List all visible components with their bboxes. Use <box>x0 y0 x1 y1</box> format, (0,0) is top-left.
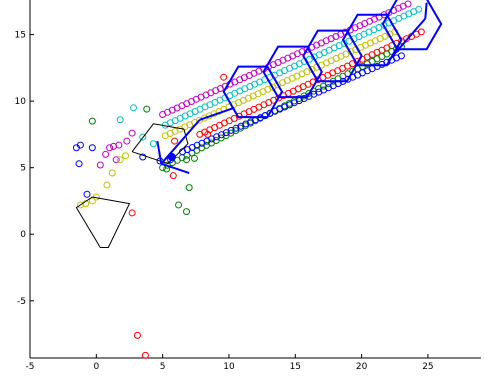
blue-segment <box>199 106 235 121</box>
tick-labels: -5 0 5 10 15 20 25 -5 0 5 10 15 <box>15 31 434 372</box>
x-tick-label: 15 <box>290 362 301 372</box>
scatter-point-blue <box>139 153 147 161</box>
hexagon-outline <box>262 45 323 99</box>
blue-segment <box>161 162 190 174</box>
scatter-point-yellow <box>116 156 124 164</box>
x-tick-label: -5 <box>26 362 35 372</box>
y-tick-label: 15 <box>15 31 26 41</box>
black-polygon <box>75 196 131 248</box>
scatter-point-green <box>183 156 191 164</box>
y-tick-label: -5 <box>17 297 26 307</box>
blue-segment <box>387 17 427 62</box>
scatter-point-yellow <box>108 169 116 177</box>
plot-area <box>30 0 481 358</box>
scatter-point-red <box>133 331 141 339</box>
scatter-point-green <box>185 184 193 192</box>
hexagon-outline <box>302 29 363 83</box>
scatter-point-red <box>128 209 136 217</box>
band-point-magenta <box>404 0 412 8</box>
scatter-point-green <box>190 154 198 162</box>
scatter-point-green <box>88 117 96 125</box>
band-point-red <box>417 28 425 36</box>
scatter-point-red <box>220 73 228 81</box>
scatter-point-magenta <box>96 161 104 169</box>
scatter-point-magenta <box>128 129 136 137</box>
scatter-point-cyan <box>129 104 137 112</box>
x-tick-label: 10 <box>223 362 235 372</box>
x-tick-label: 0 <box>93 362 99 372</box>
scatter-point-blue <box>83 190 91 198</box>
scatter-point-magenta <box>106 144 114 152</box>
scatter-point-red <box>204 130 212 138</box>
scatter-point-magenta <box>115 141 123 149</box>
hexagon-outline <box>341 13 403 67</box>
scatter-point-cyan <box>116 116 124 124</box>
blue-segment <box>424 2 428 19</box>
scatter-point-green <box>143 105 151 113</box>
blue-segment <box>160 119 201 165</box>
blue-marker <box>167 153 176 162</box>
band-point-cyan <box>415 5 423 13</box>
scatter-point-red <box>141 351 149 359</box>
y-tick-label: 5 <box>20 164 26 174</box>
data-marks <box>72 0 443 359</box>
scatter-point-green <box>175 201 183 209</box>
x-tick-label: 20 <box>356 362 368 372</box>
y-tick-label: 0 <box>20 230 26 240</box>
scatter-point-blue <box>75 160 83 168</box>
scatter-point-magenta <box>102 150 110 158</box>
scatter-point-red <box>169 172 177 180</box>
scatter-point-blue <box>88 144 96 152</box>
scatter-point-blue <box>76 141 84 149</box>
plot-axes <box>29 0 481 359</box>
scatter-point-yellow <box>122 152 130 160</box>
scatter-point-cyan <box>139 133 147 141</box>
scatter-point-red <box>171 137 179 145</box>
y-tick-label: 10 <box>15 97 27 107</box>
x-tick-label: 5 <box>160 362 166 372</box>
scatter-point-yellow <box>88 197 96 205</box>
blue-segment <box>156 140 163 164</box>
scatter-point-magenta <box>123 137 131 145</box>
band-point-blue <box>397 52 405 60</box>
scatter-point-green <box>183 208 191 216</box>
scatter-point-magenta <box>112 156 120 164</box>
x-tick-label: 25 <box>422 362 433 372</box>
hexagon-outline <box>381 0 443 51</box>
scatter-point-cyan <box>149 140 157 148</box>
scatter-point-yellow <box>103 181 111 189</box>
